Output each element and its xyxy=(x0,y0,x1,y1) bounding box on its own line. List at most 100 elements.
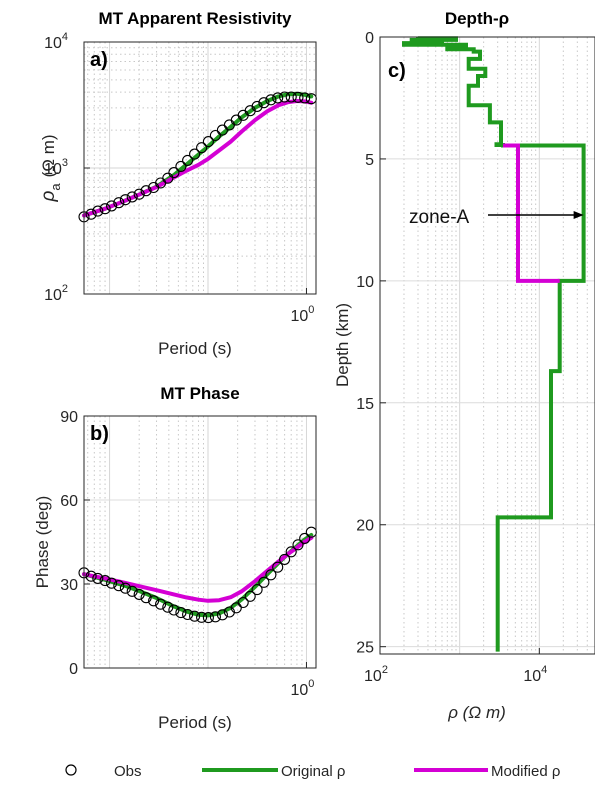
series-line-modified xyxy=(82,535,314,603)
obs-marker xyxy=(133,588,145,600)
obs-marker xyxy=(237,596,249,609)
y-tick-label: 15 xyxy=(356,396,374,413)
y-tick-label: 10 xyxy=(356,274,374,291)
y-tick-label: 20 xyxy=(356,518,374,535)
obs-marker xyxy=(85,208,97,220)
obs-marker xyxy=(279,553,291,565)
obs-marker xyxy=(279,91,291,103)
chart-title-c: Depth-ρ xyxy=(445,9,509,28)
obs-marker xyxy=(168,167,180,179)
obs-marker xyxy=(292,539,304,551)
x-tick-exponent: 0 xyxy=(308,678,314,690)
obs-marker xyxy=(175,607,187,619)
obs-marker xyxy=(140,185,152,197)
y-axis-label-a: ρa (Ω m) xyxy=(38,134,63,202)
panel-label-b: b) xyxy=(90,423,109,445)
obs-marker xyxy=(299,532,311,544)
obs-marker xyxy=(92,205,104,217)
panel-c-depth: Depth-ρ 102 104 0 5 10 15 20 25 c) zone-A ρ (Ω … xyxy=(333,9,595,722)
obs-marker xyxy=(113,580,125,592)
x-tick-exponent: 4 xyxy=(541,664,547,676)
y-axis-label-a-subscript: a xyxy=(48,183,63,191)
obs-marker xyxy=(299,92,311,104)
y-axis-label-c: Depth (km) xyxy=(333,303,352,387)
obs-marker xyxy=(119,194,131,206)
obs-marker xyxy=(189,148,201,160)
obs-marker xyxy=(113,197,125,209)
obs-marker xyxy=(126,585,138,597)
y-tick-label: 30 xyxy=(60,577,78,594)
obs-marker xyxy=(251,100,263,112)
series-group-c xyxy=(402,36,586,652)
obs-marker xyxy=(99,203,111,215)
chart-title-b: MT Phase xyxy=(160,384,239,403)
obs-marker xyxy=(155,598,167,610)
obs-marker xyxy=(168,604,180,616)
x-axis-label-b: Period (s) xyxy=(158,713,232,732)
y-tick-label: 0 xyxy=(69,661,78,678)
y-axis-label-b: Phase (deg) xyxy=(33,496,52,589)
obs-marker xyxy=(272,92,284,104)
obs-marker xyxy=(258,576,270,588)
obs-marker xyxy=(216,609,228,621)
obs-marker xyxy=(106,200,118,212)
grid-a xyxy=(84,41,316,295)
obs-marker xyxy=(209,611,221,623)
obs-marker xyxy=(244,590,256,602)
legend-obs-marker xyxy=(65,764,77,776)
series-group-b xyxy=(78,526,317,624)
obs-marker xyxy=(85,570,97,582)
obs-marker xyxy=(292,91,304,103)
series-step-modified xyxy=(503,143,560,283)
x-tick-label: 102 xyxy=(364,664,388,685)
grid-b xyxy=(84,415,316,669)
obs-marker xyxy=(175,160,187,172)
series-line-modified xyxy=(82,99,314,218)
obs-marker xyxy=(189,610,201,622)
obs-marker xyxy=(202,136,214,148)
obs-marker xyxy=(162,601,174,613)
annotation-zone-a: zone-A xyxy=(409,207,584,228)
y-tick-label: 104 xyxy=(44,31,68,52)
obs-marker xyxy=(285,91,297,103)
grid-c xyxy=(379,36,595,654)
obs-marker xyxy=(265,94,277,106)
x-tick-label: 100 xyxy=(290,304,314,325)
obs-marker xyxy=(285,546,297,558)
y-tick-label: 25 xyxy=(356,640,374,657)
x-tick-label: 104 xyxy=(523,664,547,685)
panel-label-a: a) xyxy=(90,49,108,71)
obs-marker xyxy=(182,154,194,166)
obs-marker xyxy=(258,97,270,109)
obs-marker xyxy=(148,595,160,607)
axes-box-c xyxy=(379,36,595,655)
obs-marker xyxy=(119,582,131,594)
obs-marker xyxy=(133,188,145,200)
panel-label-c: c) xyxy=(388,60,406,82)
legend: Obs Original ρ Modified ρ xyxy=(65,763,560,780)
annotation-arrow-head xyxy=(573,211,584,220)
chart-title-c-text: Depth-ρ xyxy=(445,9,509,28)
series-group-a xyxy=(78,91,317,223)
legend-obs-label: Obs xyxy=(114,763,142,780)
obs-marker xyxy=(162,172,174,184)
obs-marker xyxy=(182,608,194,621)
obs-marker xyxy=(209,129,221,142)
obs-marker xyxy=(99,575,111,587)
x-axis-label-c: ρ (Ω m) xyxy=(447,703,506,722)
y-axis-label-a-unit: (Ω m) xyxy=(39,134,58,177)
series-step-original xyxy=(402,36,586,652)
y-tick-label: 0 xyxy=(365,30,374,47)
annotation-label: zone-A xyxy=(409,207,470,228)
y-tick-label: 5 xyxy=(365,152,374,169)
axes-box-b xyxy=(83,415,317,669)
obs-marker xyxy=(216,124,228,136)
x-tick-exponent: 2 xyxy=(382,664,388,676)
chart-title-a: MT Apparent Resistivity xyxy=(98,9,292,28)
legend-original-label: Original ρ xyxy=(281,763,345,780)
obs-marker xyxy=(265,569,277,581)
